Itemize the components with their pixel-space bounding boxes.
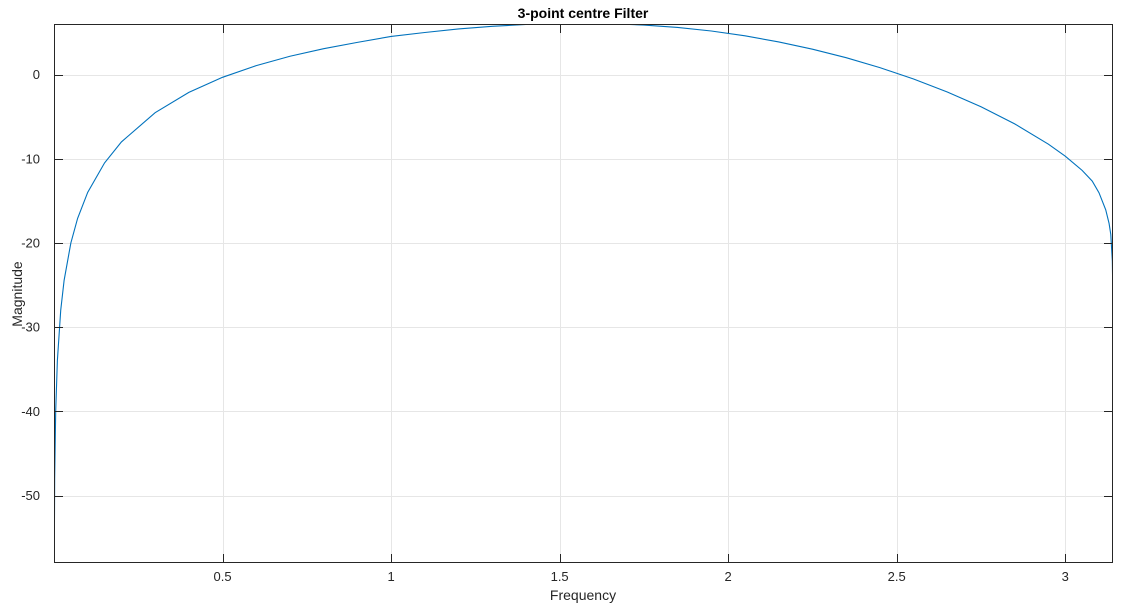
y-tick-label: -20	[21, 235, 40, 250]
y-tick-label: -40	[21, 404, 40, 419]
y-tick-label: 0	[33, 67, 40, 82]
x-tick-label: 0.5	[214, 569, 232, 584]
grid-lines	[54, 24, 1113, 563]
x-tick-label: 2	[725, 569, 732, 584]
tick-marks	[54, 24, 1113, 563]
series-layer	[54, 24, 1113, 563]
tick-labels: 0.5 1 1.5 2 2.5 3 -50 -40 -30 -20 -10 0	[21, 67, 1069, 584]
plot-area	[54, 24, 1113, 563]
y-axis-label: Magnitude	[9, 261, 25, 327]
x-axis-label: Frequency	[550, 587, 616, 603]
chart-title: 3-point centre Filter	[518, 5, 649, 21]
x-tick-label: 1.5	[551, 569, 569, 584]
x-tick-label: 3	[1062, 569, 1069, 584]
x-tick-label: 1	[387, 569, 394, 584]
axes-box	[54, 24, 1113, 563]
y-tick-label: -30	[21, 320, 40, 335]
x-tick-label: 2.5	[888, 569, 906, 584]
series-line	[54, 24, 1113, 563]
y-tick-label: -10	[21, 151, 40, 166]
y-tick-label: -50	[21, 488, 40, 503]
